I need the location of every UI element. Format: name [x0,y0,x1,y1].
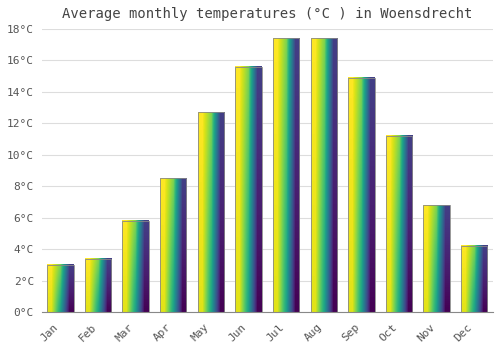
Bar [198,112,224,312]
Bar [348,78,374,312]
Bar [273,38,299,312]
Bar [461,246,487,312]
Bar [310,38,337,312]
Bar [236,67,262,312]
Bar [386,136,412,312]
Bar [122,221,149,312]
Bar [424,205,450,312]
Bar [85,259,111,312]
Bar [47,265,74,312]
Bar [160,178,186,312]
Title: Average monthly temperatures (°C ) in Woensdrecht: Average monthly temperatures (°C ) in Wo… [62,7,472,21]
